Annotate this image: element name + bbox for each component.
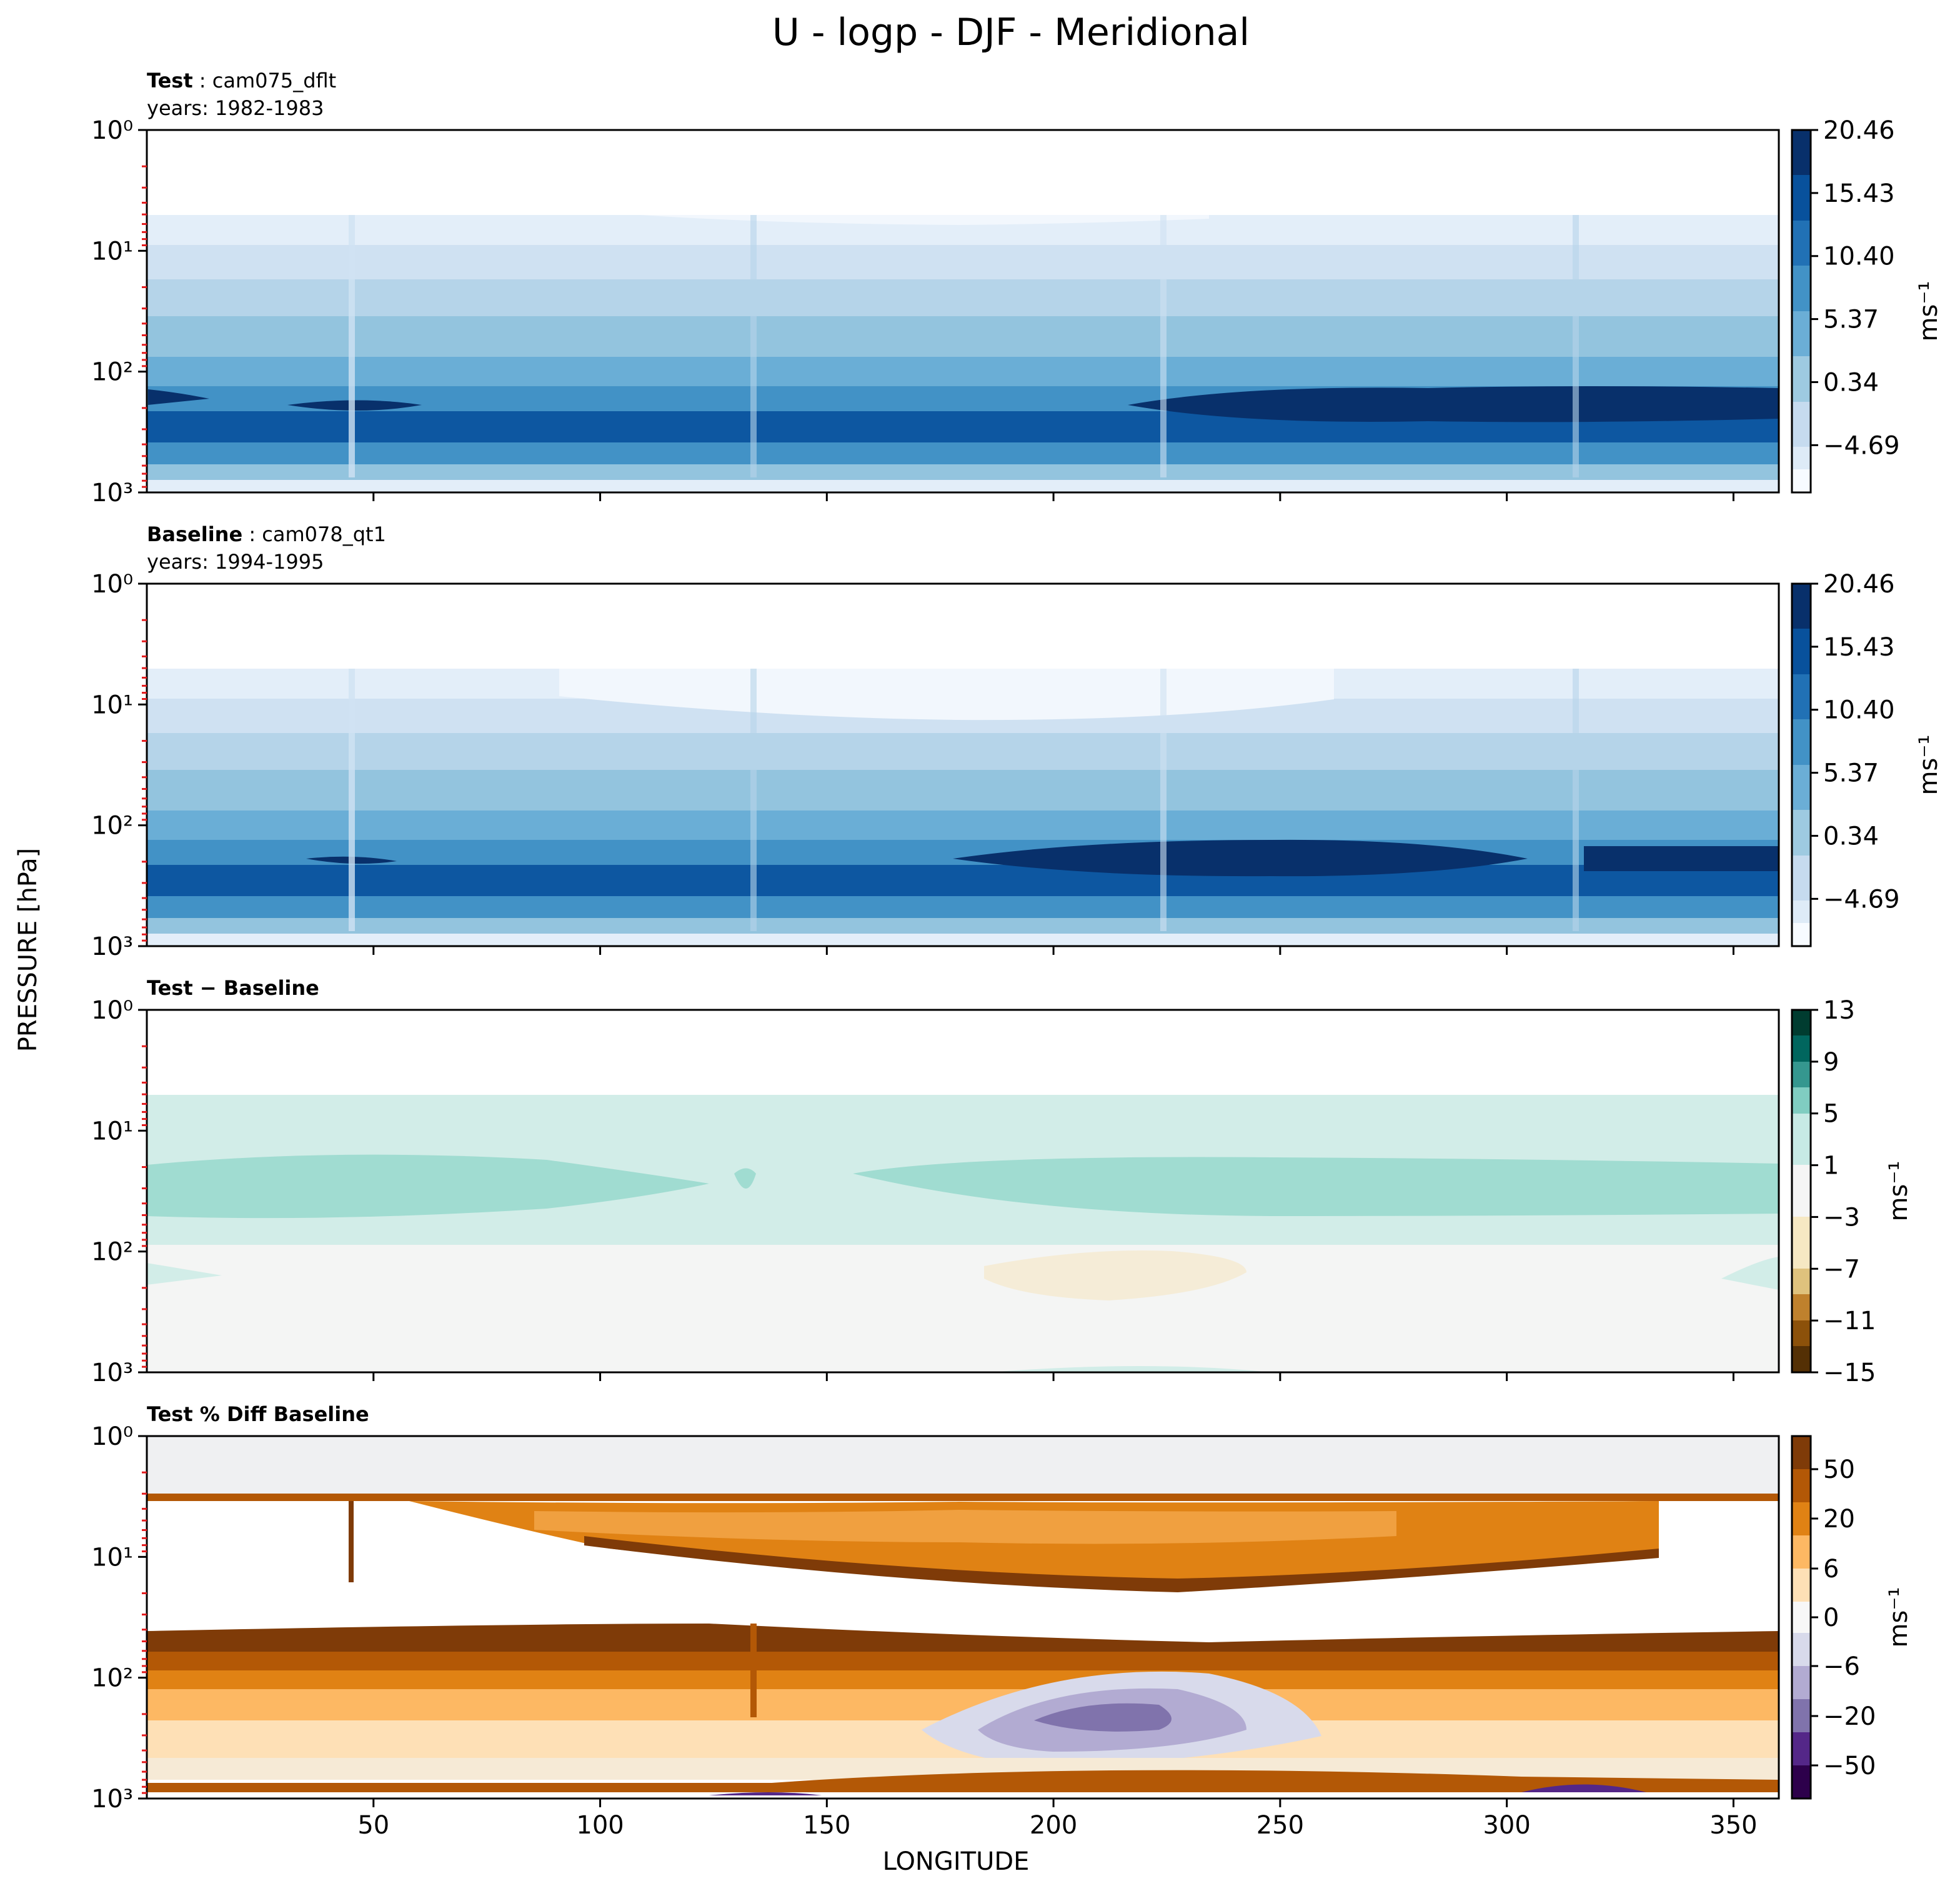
panel-baseline-heading-bold: Baseline [147,522,242,546]
panel-baseline-heading-text: cam078_qt1 [262,522,386,546]
y-tick-label-pctdiff: 10⁰ [91,1422,133,1451]
colorbar-tick-label-baseline: 15.43 [1823,633,1895,662]
panel-test-heading-bold: Test [147,69,193,92]
panel-test: Test : cam075_dflt years: 1982-1983 [146,69,1943,494]
panel-test-years: years: 1982-1983 [147,96,324,120]
panel-baseline-heading-sep: : [242,522,262,546]
colorbar-tick-label-pctdiff: 20 [1823,1505,1855,1534]
colorbar-tick-label-diff: 13 [1823,996,1855,1025]
panel-test-heading-sep: : [193,69,212,92]
y-tick-label-test: 10⁰ [91,116,133,145]
x-tick-label: 350 [1709,1811,1757,1840]
colorbar-tick-label-test: 0.34 [1823,368,1879,397]
y-tick-label-baseline: 10¹ [91,691,133,719]
colorbar-tick-label-test: 5.37 [1823,306,1879,334]
colorbar-tick-label-diff: −15 [1823,1359,1876,1387]
panel-baseline-plot [146,582,1780,947]
panel-pctdiff-colorbar-unit: ms⁻¹ [1884,1587,1913,1648]
panel-baseline-colorbar-unit: ms⁻¹ [1914,735,1943,796]
colorbar-tick-label-baseline: 20.46 [1823,570,1895,599]
colorbar-tick-label-baseline: −4.69 [1823,885,1900,914]
x-tick-label: 100 [576,1811,624,1840]
x-tick-label: 50 [357,1811,389,1840]
x-axis-label: LONGITUDE [883,1847,1030,1876]
y-tick-label-pctdiff: 10¹ [91,1543,133,1572]
colorbar-tick-label-diff: 1 [1823,1152,1839,1180]
panel-baseline-colorbar [1791,582,1812,947]
y-tick-label-pctdiff: 10³ [91,1785,133,1814]
colorbar-tick-label-baseline: 0.34 [1823,822,1879,851]
x-tick-label: 150 [803,1811,850,1840]
colorbar-tick-label-test: 15.43 [1823,179,1895,208]
axes-ticks-layer: 10⁰ 10¹ 10² 10³ 20.46 15.43 10.40 5.37 0.34 −4.69… [91,116,1900,1840]
panel-pctdiff: Test % Diff Baseline [146,1402,1913,1800]
panel-test-colorbar [1791,129,1812,494]
panel-pctdiff-colorbar [1791,1435,1812,1800]
colorbar-tick-label-test: −4.69 [1823,431,1900,460]
panel-pctdiff-heading: Test % Diff Baseline [147,1402,369,1426]
y-tick-label-baseline: 10⁰ [91,570,133,599]
colorbar-tick-label-pctdiff: −20 [1823,1702,1876,1731]
panel-diff: Test − Baseline [146,976,1913,1374]
x-tick-label: 300 [1483,1811,1530,1840]
panel-diff-heading: Test − Baseline [147,976,319,1000]
colorbar-tick-label-baseline: 5.37 [1823,759,1879,788]
colorbar-tick-label-diff: 9 [1823,1048,1839,1077]
y-tick-label-test: 10³ [91,479,133,507]
panel-pctdiff-plot [146,1435,1780,1800]
colorbar-tick-label-pctdiff: 50 [1823,1455,1855,1484]
panel-diff-colorbar-unit: ms⁻¹ [1884,1161,1913,1222]
colorbar-tick-label-pctdiff: −50 [1823,1752,1876,1780]
colorbar-tick-label-diff: −7 [1823,1255,1860,1284]
panel-baseline: Baseline : cam078_qt1 years: 1994-1995 [146,522,1943,947]
colorbar-tick-label-diff: −11 [1823,1307,1876,1335]
panel-baseline-heading: Baseline : cam078_qt1 [147,522,386,546]
colorbar-tick-label-pctdiff: 6 [1823,1555,1839,1584]
y-tick-label-diff: 10² [91,1238,133,1267]
y-tick-label-test: 10¹ [91,237,133,266]
colorbar-tick-label-test: 20.46 [1823,116,1895,145]
y-tick-label-test: 10² [91,358,133,387]
colorbar-tick-label-diff: −3 [1823,1203,1860,1232]
x-tick-label: 200 [1030,1811,1077,1840]
colorbar-tick-label-baseline: 10.40 [1823,696,1895,725]
y-tick-label-diff: 10¹ [91,1117,133,1145]
y-tick-label-baseline: 10³ [91,932,133,961]
colorbar-tick-label-test: 10.40 [1823,242,1895,271]
panel-test-colorbar-unit: ms⁻¹ [1914,281,1943,342]
figure-title: U - logp - DJF - Meridional [772,11,1250,54]
panel-test-plot [146,129,1780,494]
panel-test-heading-text: cam075_dflt [212,69,336,92]
colorbar-tick-label-diff: 5 [1823,1100,1839,1129]
panel-diff-plot [146,1009,1780,1374]
y-tick-label-diff: 10⁰ [91,996,133,1025]
x-tick-label: 250 [1256,1811,1304,1840]
y-tick-label-baseline: 10² [91,812,133,841]
panel-test-heading: Test : cam075_dflt [147,69,336,92]
colorbar-tick-label-pctdiff: −6 [1823,1652,1860,1681]
panel-baseline-years: years: 1994-1995 [147,550,324,574]
panel-diff-colorbar [1791,1009,1812,1374]
colorbar-tick-label-pctdiff: 0 [1823,1604,1839,1632]
y-tick-label-pctdiff: 10² [91,1664,133,1693]
y-axis-label: PRESSURE [hPa] [14,848,42,1052]
y-tick-label-diff: 10³ [91,1359,133,1387]
